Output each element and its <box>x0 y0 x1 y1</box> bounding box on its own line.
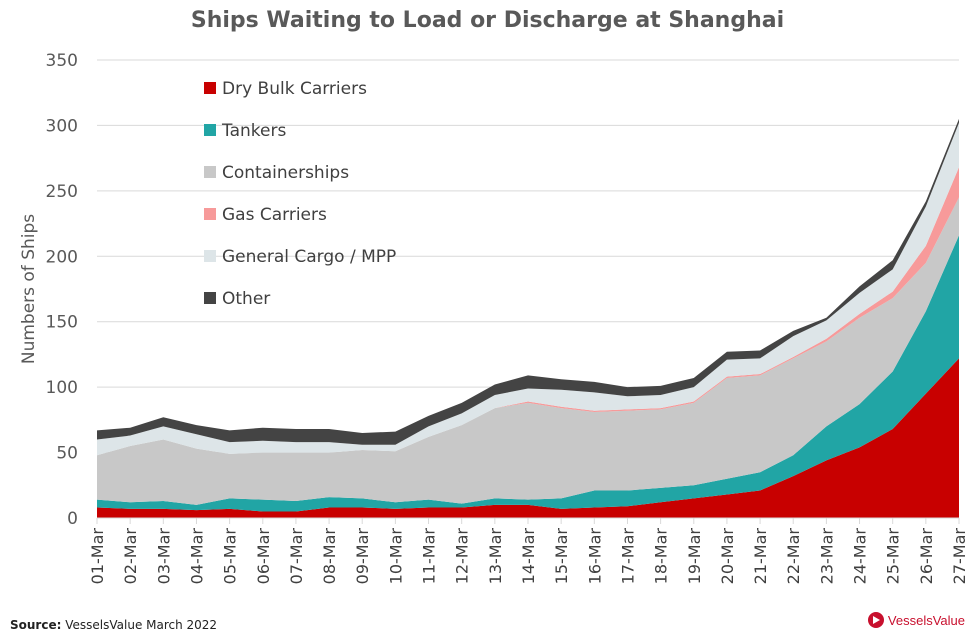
area-containerships <box>97 197 959 505</box>
x-tick-label: 09-Mar <box>353 528 372 585</box>
x-tick-label: 26-Mar <box>917 528 936 585</box>
area-dry-bulk-carriers <box>97 358 959 518</box>
y-tick-label: 350 <box>46 51 78 71</box>
x-tick-label: 17-Mar <box>618 528 637 585</box>
x-tick-label: 10-Mar <box>386 528 405 585</box>
y-axis-label: Numbers of Ships <box>19 214 39 364</box>
y-tick-label: 0 <box>67 509 78 529</box>
x-tick-label: 06-Mar <box>254 528 273 585</box>
legend-entry: Containerships <box>222 163 349 183</box>
x-tick-label: 02-Mar <box>121 528 140 585</box>
legend-swatch <box>204 82 216 94</box>
x-tick-label: 25-Mar <box>884 528 903 585</box>
x-tick-label: 16-Mar <box>585 528 604 585</box>
x-tick-label: 04-Mar <box>187 528 206 585</box>
x-tick-label: 21-Mar <box>751 528 770 585</box>
x-tick-label: 03-Mar <box>154 528 173 585</box>
y-tick-label: 300 <box>46 116 78 136</box>
vesselsvalue-logo: VesselsValue <box>867 612 965 628</box>
chart-title: Ships Waiting to Load or Discharge at Sh… <box>190 8 785 33</box>
x-tick-label: 13-Mar <box>486 528 505 585</box>
x-tick-label: 19-Mar <box>685 528 704 585</box>
logo-text: VesselsValue <box>887 612 965 628</box>
source-note: Source: VesselsValue March 2022 <box>10 618 217 632</box>
x-tick-label: 23-Mar <box>817 528 836 585</box>
y-tick-label: 250 <box>46 182 78 202</box>
source-label: Source: <box>10 618 62 632</box>
x-tick-label: 22-Mar <box>784 528 803 585</box>
x-tick-label: 24-Mar <box>851 528 870 585</box>
legend-swatch <box>204 124 216 136</box>
x-tick-label: 20-Mar <box>718 528 737 585</box>
legend-entry: Dry Bulk Carriers <box>222 79 367 99</box>
legend-entry: Tankers <box>221 121 286 141</box>
legend-swatch <box>204 250 216 262</box>
x-tick-label: 07-Mar <box>287 528 306 585</box>
x-tick-label: 18-Mar <box>652 528 671 585</box>
legend-entry: Other <box>222 289 270 309</box>
y-tick-label: 200 <box>46 247 78 267</box>
x-tick-label: 08-Mar <box>320 528 339 585</box>
legend-swatch <box>204 292 216 304</box>
area-general-cargo-mpp <box>97 122 959 456</box>
x-tick-label: 05-Mar <box>221 528 240 585</box>
source-text: VesselsValue March 2022 <box>65 618 218 632</box>
legend-swatch <box>204 208 216 220</box>
x-tick-label: 12-Mar <box>453 528 472 585</box>
x-tick-label: 11-Mar <box>420 528 439 585</box>
legend-entry: Gas Carriers <box>222 205 327 225</box>
logo-mark-icon <box>867 612 884 628</box>
y-tick-label: 150 <box>46 313 78 333</box>
x-tick-label: 15-Mar <box>552 528 571 585</box>
legend-entry: General Cargo / MPP <box>222 247 396 267</box>
x-tick-label: 14-Mar <box>519 528 538 585</box>
y-tick-label: 100 <box>46 378 78 398</box>
y-tick-label: 50 <box>56 444 78 464</box>
x-tick-label: 01-Mar <box>88 528 107 585</box>
area-other <box>97 118 959 445</box>
x-tick-label: 27-Mar <box>950 528 969 585</box>
legend-swatch <box>204 166 216 178</box>
